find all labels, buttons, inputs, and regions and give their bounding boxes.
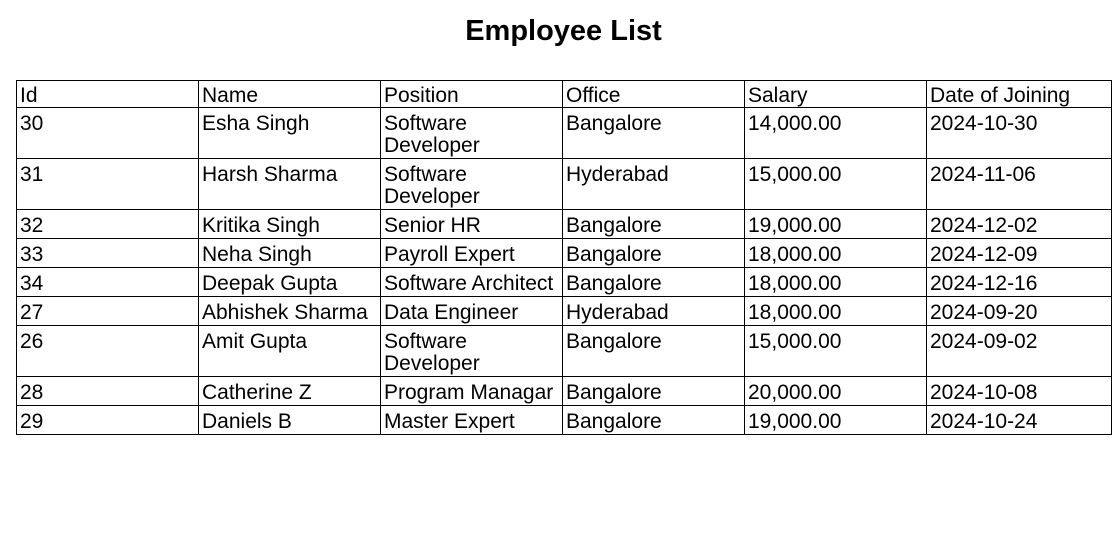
table-row: 31 Harsh Sharma Software Developer Hyderaba…	[16, 158, 1112, 210]
cell-name: Neha Singh	[198, 238, 381, 268]
cell-name: Abhishek Sharma	[198, 296, 381, 326]
cell-salary: 18,000.00	[744, 267, 927, 297]
table-row: 34 Deepak Gupta Software Architect Bangalor…	[16, 267, 1112, 297]
cell-date-of-joining: 2024-10-08	[926, 376, 1112, 406]
table-header-row: Id Name Position Office Salary Date of J…	[16, 80, 1112, 108]
cell-id: 33	[16, 238, 199, 268]
table-row: 29 Daniels B Master Expert Bangalore 19,000.…	[16, 405, 1112, 435]
cell-id: 26	[16, 325, 199, 377]
cell-office: Bangalore	[562, 376, 745, 406]
cell-id: 29	[16, 405, 199, 435]
table-row: 27 Abhishek Sharma Data Engineer Hyderabad 1…	[16, 296, 1112, 326]
page-title: Employee List	[465, 15, 662, 47]
header-office: Office	[562, 80, 745, 108]
cell-position: Software Architect	[380, 267, 563, 297]
cell-office: Hyderabad	[562, 158, 745, 210]
cell-id: 32	[16, 209, 199, 239]
cell-office: Bangalore	[562, 238, 745, 268]
header-date-of-joining: Date of Joining	[926, 80, 1112, 108]
cell-name: Daniels B	[198, 405, 381, 435]
header-name: Name	[198, 80, 381, 108]
cell-id: 34	[16, 267, 199, 297]
employee-table: Id Name Position Office Salary Date of J…	[16, 80, 1112, 435]
cell-position: Payroll Expert	[380, 238, 563, 268]
cell-salary: 20,000.00	[744, 376, 927, 406]
cell-date-of-joining: 2024-11-06	[926, 158, 1112, 210]
cell-office: Bangalore	[562, 325, 745, 377]
cell-salary: 15,000.00	[744, 325, 927, 377]
cell-name: Harsh Sharma	[198, 158, 381, 210]
header-position: Position	[380, 80, 563, 108]
cell-office: Bangalore	[562, 209, 745, 239]
cell-id: 31	[16, 158, 199, 210]
cell-date-of-joining: 2024-09-20	[926, 296, 1112, 326]
header-salary: Salary	[744, 80, 927, 108]
cell-position: Software Developer	[380, 325, 563, 377]
cell-office: Bangalore	[562, 107, 745, 159]
cell-position: Software Developer	[380, 107, 563, 159]
cell-date-of-joining: 2024-12-02	[926, 209, 1112, 239]
cell-name: Deepak Gupta	[198, 267, 381, 297]
cell-position: Senior HR	[380, 209, 563, 239]
cell-position: Software Developer	[380, 158, 563, 210]
cell-office: Bangalore	[562, 405, 745, 435]
cell-salary: 15,000.00	[744, 158, 927, 210]
cell-date-of-joining: 2024-10-30	[926, 107, 1112, 159]
cell-salary: 18,000.00	[744, 238, 927, 268]
table-row: 33 Neha Singh Payroll Expert Bangalore 18,00…	[16, 238, 1112, 268]
cell-date-of-joining: 2024-10-24	[926, 405, 1112, 435]
cell-office: Bangalore	[562, 267, 745, 297]
cell-office: Hyderabad	[562, 296, 745, 326]
cell-id: 30	[16, 107, 199, 159]
cell-date-of-joining: 2024-09-02	[926, 325, 1112, 377]
cell-position: Program Managar	[380, 376, 563, 406]
cell-id: 27	[16, 296, 199, 326]
cell-salary: 19,000.00	[744, 405, 927, 435]
cell-date-of-joining: 2024-12-16	[926, 267, 1112, 297]
table-row: 32 Kritika Singh Senior HR Bangalore 19,000.…	[16, 209, 1112, 239]
table-row: 30 Esha Singh Software Developer Bangalore 1…	[16, 107, 1112, 159]
cell-salary: 19,000.00	[744, 209, 927, 239]
cell-salary: 18,000.00	[744, 296, 927, 326]
table-row: 28 Catherine Z Program Managar Bangalore 20,…	[16, 376, 1112, 406]
cell-position: Data Engineer	[380, 296, 563, 326]
cell-name: Esha Singh	[198, 107, 381, 159]
cell-date-of-joining: 2024-12-09	[926, 238, 1112, 268]
header-id: Id	[16, 80, 199, 108]
cell-position: Master Expert	[380, 405, 563, 435]
table-row: 26 Amit Gupta Software Developer Bangalore 1…	[16, 325, 1112, 377]
cell-name: Catherine Z	[198, 376, 381, 406]
cell-id: 28	[16, 376, 199, 406]
cell-salary: 14,000.00	[744, 107, 927, 159]
cell-name: Kritika Singh	[198, 209, 381, 239]
cell-name: Amit Gupta	[198, 325, 381, 377]
